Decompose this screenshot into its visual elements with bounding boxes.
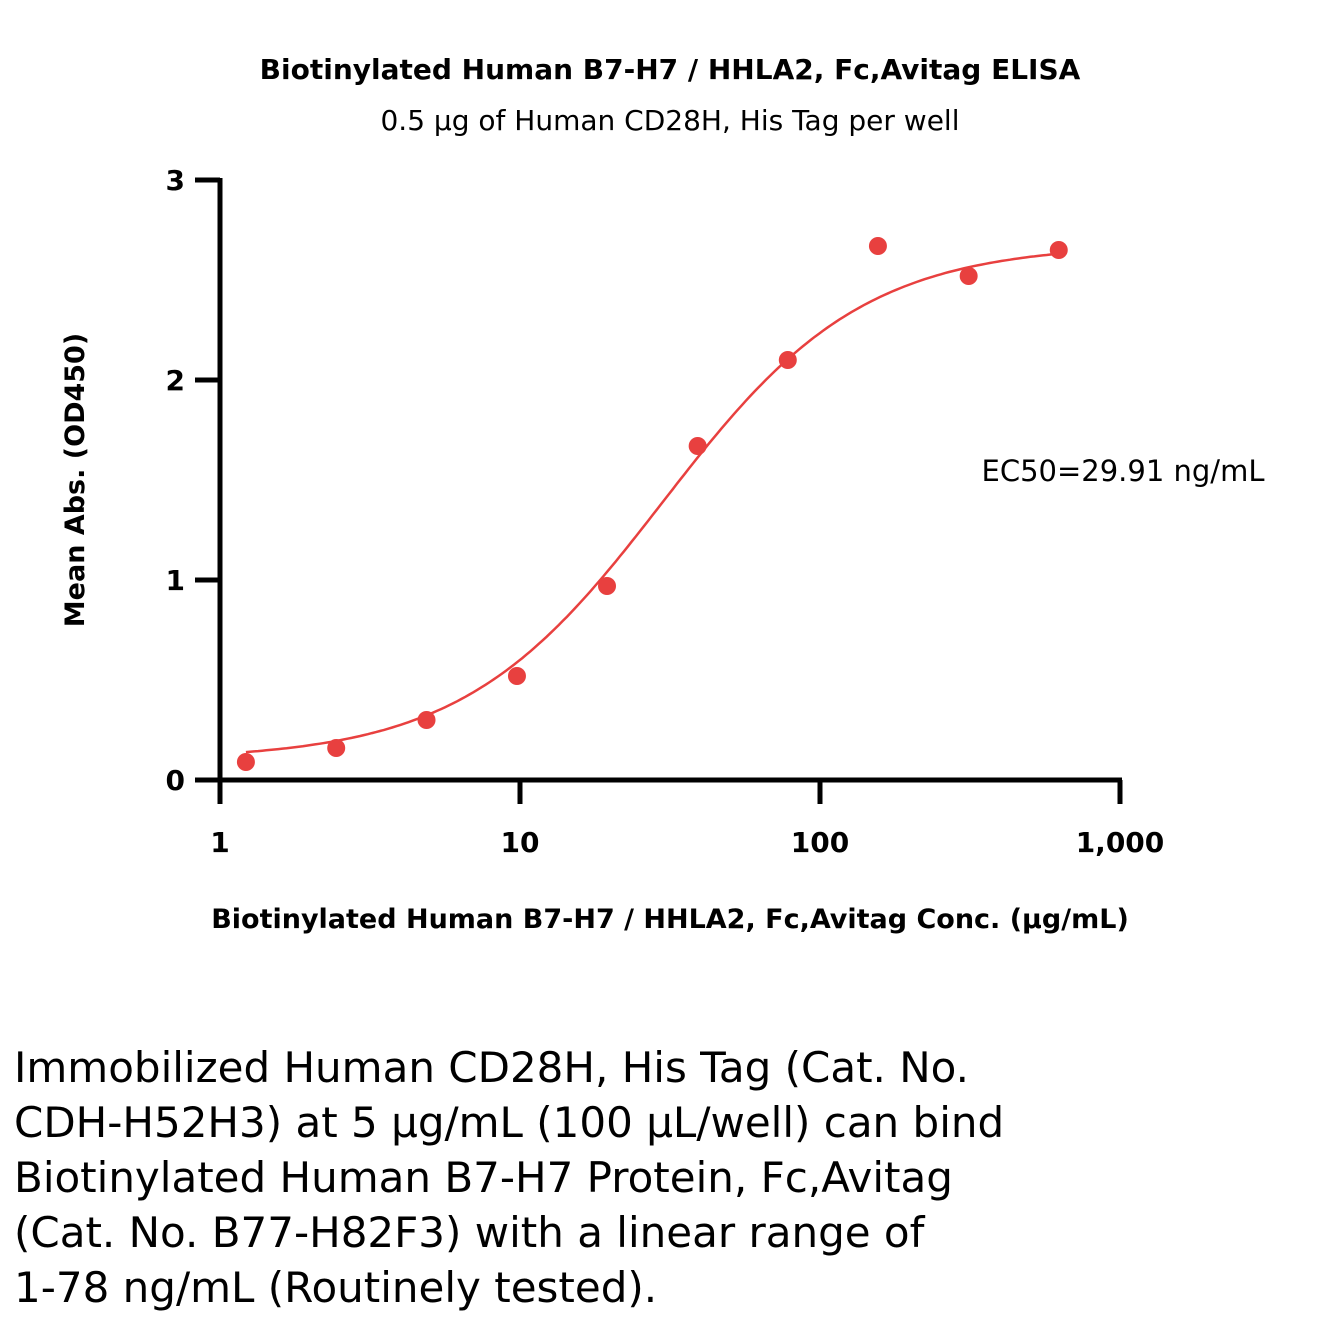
- data-point: [507, 667, 526, 685]
- caption-line: (Cat. No. B77-H82F3) with a linear range…: [14, 1208, 925, 1257]
- data-point: [688, 437, 707, 455]
- x-tick-label: 100: [791, 826, 849, 859]
- data-point: [327, 739, 346, 757]
- x-tick-label: 1: [210, 826, 229, 859]
- data-point: [1049, 241, 1068, 259]
- figure-caption: Immobilized Human CD28H, His Tag (Cat. N…: [14, 1040, 1304, 1315]
- caption-line: CDH-H52H3) at 5 μg/mL (100 μL/well) can …: [14, 1098, 1005, 1147]
- fit-curve-group: [245, 252, 1059, 754]
- y-tick-label: 0: [166, 764, 185, 797]
- ec50-annotation: EC50=29.91 ng/mL: [982, 454, 1265, 488]
- caption-line: Biotinylated Human B7-H7 Protein, Fc,Avi…: [14, 1153, 953, 1202]
- data-point: [417, 711, 436, 729]
- data-points: [236, 237, 1068, 771]
- elisa-chart: Biotinylated Human B7-H7 / HHLA2, Fc,Avi…: [60, 53, 1265, 935]
- fit-curve: [245, 252, 1059, 754]
- data-point: [959, 267, 978, 285]
- y-axis-label: Mean Abs. (OD450): [60, 333, 91, 627]
- x-tick-label: 1,000: [1076, 826, 1165, 859]
- data-point: [598, 577, 617, 595]
- x-tick-label: 10: [501, 826, 540, 859]
- data-point: [236, 753, 255, 771]
- chart-subtitle: 0.5 μg of Human CD28H, His Tag per well: [380, 104, 959, 137]
- y-tick-label: 3: [166, 164, 185, 197]
- x-axis-label: Biotinylated Human B7-H7 / HHLA2, Fc,Avi…: [211, 904, 1129, 935]
- data-point: [778, 351, 797, 369]
- y-tick-label: 1: [166, 564, 185, 597]
- y-tick-label: 2: [166, 364, 185, 397]
- chart-title: Biotinylated Human B7-H7 / HHLA2, Fc,Avi…: [260, 53, 1081, 86]
- caption-line: Immobilized Human CD28H, His Tag (Cat. N…: [14, 1043, 969, 1092]
- data-point: [868, 237, 887, 255]
- caption-line: 1-78 ng/mL (Routinely tested).: [14, 1263, 658, 1312]
